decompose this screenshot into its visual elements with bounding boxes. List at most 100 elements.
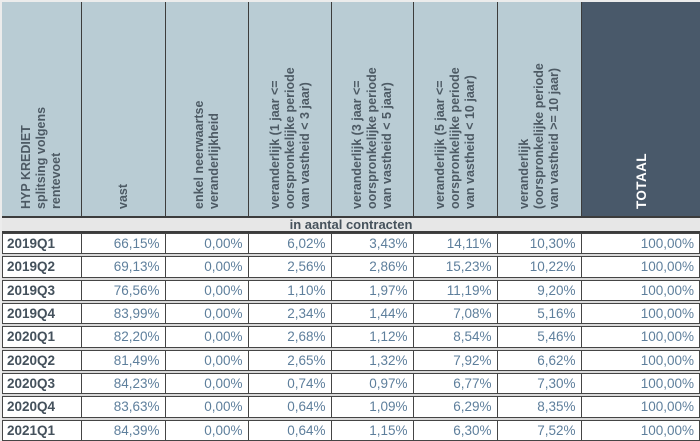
row-label: 2019Q4	[3, 304, 82, 324]
table-row: 2019Q3 76,56% 0,00% 1,10% 1,97% 11,19% 9…	[2, 279, 700, 301]
table-cell: 7,52%	[498, 420, 582, 440]
table-cell: 84,23%	[82, 373, 166, 394]
column-header-label: enkel neerwaartse veranderlijkheid	[192, 100, 221, 209]
table-cell: 5,16%	[498, 304, 582, 324]
table-cell: 1,15%	[332, 420, 414, 440]
table-row: 2020Q3 84,23% 0,00% 0,74% 0,97% 6,77% 7,…	[2, 372, 700, 395]
table-cell: 10,22%	[498, 257, 582, 277]
table-header-row: HYP KREDIET splitsing volgens rentevoet …	[2, 2, 700, 218]
table-row: 2021Q1 84,39% 0,00% 0,64% 1,15% 6,30% 7,…	[2, 419, 700, 441]
column-header-label: veranderlijk (3 jaar <= oorspronkelijke …	[350, 67, 394, 209]
table-cell: 0,00%	[166, 350, 249, 370]
row-label: 2021Q1	[3, 420, 82, 440]
table-row: 2019Q4 83,99% 0,00% 2,34% 1,44% 7,08% 5,…	[2, 302, 700, 325]
row-label: 2019Q2	[3, 257, 82, 277]
column-header-veranderlijk-3-5: veranderlijk (3 jaar <= oorspronkelijke …	[332, 2, 414, 216]
table-cell: 6,29%	[414, 397, 498, 417]
table-cell: 0,00%	[166, 257, 249, 277]
column-header-veranderlijk-1-3: veranderlijk (1 jaar <= oorspronkelijke …	[249, 2, 332, 216]
table-cell: 10,30%	[498, 234, 582, 254]
table-cell: 8,35%	[498, 397, 582, 417]
table-row: 2020Q1 82,20% 0,00% 2,68% 1,12% 8,54% 5,…	[2, 326, 700, 348]
column-header-veranderlijk-5-10: veranderlijk (5 jaar <= oorspronkelijke …	[414, 2, 498, 216]
table-cell: 83,63%	[82, 397, 166, 417]
table-cell: 6,30%	[414, 420, 498, 440]
table-cell: 0,00%	[166, 373, 249, 394]
table-cell: 66,15%	[82, 234, 166, 254]
table-cell: 0,64%	[249, 397, 332, 417]
table-cell: 6,62%	[498, 350, 582, 370]
table-cell: 100,00%	[640, 306, 694, 322]
table-cell: 2,34%	[249, 304, 332, 324]
table-cell: 5,46%	[498, 327, 582, 347]
row-label: 2020Q4	[3, 397, 82, 417]
table-cell: 0,00%	[166, 280, 249, 300]
table-cell: 0,00%	[166, 304, 249, 324]
table-cell: 100,00%	[640, 236, 694, 252]
row-label: 2020Q2	[3, 350, 82, 370]
column-header-label: vast	[116, 183, 130, 209]
table-cell: 83,99%	[82, 304, 166, 324]
table-cell: 100,00%	[640, 282, 694, 298]
table-cell: 9,20%	[498, 280, 582, 300]
table-cell: 82,20%	[82, 327, 166, 347]
table-row: 2019Q1 66,15% 0,00% 6,02% 3,43% 14,11% 1…	[2, 233, 700, 255]
table-row: 2020Q4 83,63% 0,00% 0,64% 1,09% 6,29% 8,…	[2, 396, 700, 418]
subheader-label: in aantal contracten	[289, 217, 413, 232]
table-cell: 1,97%	[332, 280, 414, 300]
column-header-enkel-neerwaartse: enkel neerwaartse veranderlijkheid	[166, 2, 249, 216]
column-header-hyp-krediet: HYP KREDIET splitsing volgens rentevoet	[2, 2, 82, 216]
table-cell: 2,65%	[249, 350, 332, 370]
table-cell: 2,56%	[249, 257, 332, 277]
row-label: 2019Q3	[3, 280, 82, 300]
table-cell: 81,49%	[82, 350, 166, 370]
table-cell: 1,09%	[332, 397, 414, 417]
table-cell: 1,44%	[332, 304, 414, 324]
table-cell: 2,68%	[249, 327, 332, 347]
column-header-totaal: TOTAAL	[582, 2, 700, 216]
table-cell: 7,30%	[498, 373, 582, 394]
column-header-vast: vast	[82, 2, 166, 216]
table-cell: 76,56%	[82, 280, 166, 300]
table-cell: 100,00%	[640, 399, 694, 415]
table-cell: 0,00%	[166, 420, 249, 440]
table-body: 2019Q1 66,15% 0,00% 6,02% 3,43% 14,11% 1…	[2, 233, 700, 441]
table-cell: 6,77%	[414, 373, 498, 394]
table-cell: 3,43%	[332, 234, 414, 254]
table-cell: 8,54%	[414, 327, 498, 347]
table-cell: 1,12%	[332, 327, 414, 347]
column-header-veranderlijk-10-plus: veranderlijk (oorspronkelijke periode va…	[498, 2, 582, 216]
table-cell: 84,39%	[82, 420, 166, 440]
table-row: 2019Q2 69,13% 0,00% 2,56% 2,86% 15,23% 1…	[2, 256, 700, 278]
column-header-label: TOTAAL	[633, 153, 649, 209]
table-cell: 2,86%	[332, 257, 414, 277]
table-row: 2020Q2 81,49% 0,00% 2,65% 1,32% 7,92% 6,…	[2, 349, 700, 371]
table-cell: 0,97%	[332, 373, 414, 394]
table-cell: 1,10%	[249, 280, 332, 300]
table-cell: 6,02%	[249, 234, 332, 254]
column-header-label: veranderlijk (5 jaar <= oorspronkelijke …	[433, 67, 477, 209]
table-cell: 1,32%	[332, 350, 414, 370]
table-cell: 14,11%	[414, 234, 498, 254]
table-cell: 0,00%	[166, 234, 249, 254]
row-label: 2020Q3	[3, 373, 82, 394]
row-label: 2020Q1	[3, 327, 82, 347]
table-cell: 100,00%	[640, 329, 694, 345]
table-cell: 15,23%	[414, 257, 498, 277]
table-cell: 100,00%	[640, 352, 694, 368]
column-header-label: veranderlijk (1 jaar <= oorspronkelijke …	[267, 67, 312, 209]
row-label: 2019Q1	[3, 234, 82, 254]
table-cell: 11,19%	[414, 280, 498, 300]
table-cell: 7,92%	[414, 350, 498, 370]
column-header-label: HYP KREDIET splitsing volgens rentevoet	[19, 106, 63, 209]
table-cell: 100,00%	[640, 376, 694, 392]
table-cell: 0,00%	[166, 397, 249, 417]
table-cell: 0,74%	[249, 373, 332, 394]
table-cell: 0,64%	[249, 420, 332, 440]
table-cell: 100,00%	[640, 422, 694, 438]
subheader-band: in aantal contracten	[2, 217, 700, 233]
table-cell: 7,08%	[414, 304, 498, 324]
table-cell: 69,13%	[82, 257, 166, 277]
